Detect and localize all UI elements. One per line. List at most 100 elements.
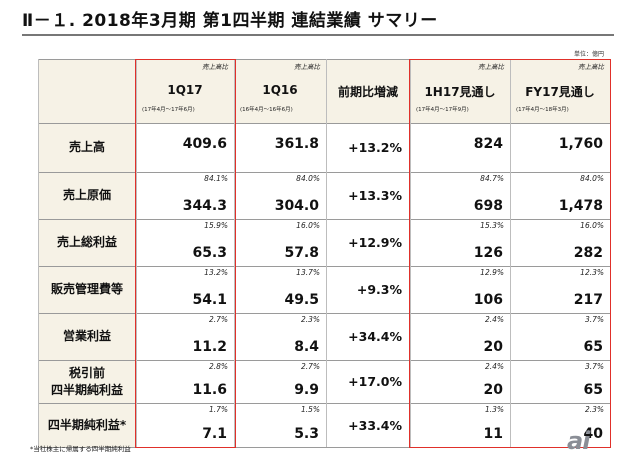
sales-ratio: 1.3%	[484, 405, 504, 414]
amount-value: 9.9	[294, 382, 319, 398]
sales-ratio: 2.7%	[300, 362, 320, 371]
column-header-name: 前期比増減	[337, 85, 398, 99]
grid-line	[136, 59, 137, 447]
yoy-change: +17.0%	[348, 374, 402, 389]
sales-ratio: 84.0%	[296, 174, 320, 183]
sales-ratio: 13.2%	[204, 268, 228, 277]
amount-value: 65	[583, 382, 603, 398]
column-ratio-flag: 売上高比	[478, 63, 504, 71]
sales-ratio: 1.7%	[208, 405, 228, 414]
amount-value: 1,760	[558, 136, 603, 152]
row-label: 四半期純利益*	[38, 403, 136, 447]
table-cell: 2.7% 9.9	[234, 360, 326, 403]
amount-value: 304.0	[274, 198, 319, 214]
column-header-name: FY17見通し	[525, 85, 595, 99]
table-cell: 84.7% 698	[410, 172, 510, 219]
sales-ratio: 2.3%	[584, 405, 604, 414]
table-cell: 84.1% 344.3	[136, 172, 234, 219]
table-cell: 84.0% 304.0	[234, 172, 326, 219]
table-cell: 2.4% 20	[410, 360, 510, 403]
table-cell: 2.3% 8.4	[234, 313, 326, 360]
grid-line	[38, 219, 410, 220]
row-label: 売上総利益	[38, 219, 136, 266]
row-label-line: 営業利益	[62, 329, 111, 343]
table-cell: 1.7% 7.1	[136, 403, 234, 447]
title-rule	[22, 34, 614, 36]
sales-ratio: 15.9%	[204, 221, 228, 230]
table-cell: 409.6	[136, 123, 234, 172]
footnote: *当社株主に帰属する四半期純利益	[30, 445, 131, 453]
row-label-line: 販売管理費等	[50, 282, 123, 296]
row-label: 販売管理費等	[38, 266, 136, 313]
row-label: 売上原価	[38, 172, 136, 219]
header-corner	[38, 59, 136, 123]
column-period: (17年4月～17年9月)	[416, 107, 469, 113]
row-label: 営業利益	[38, 313, 136, 360]
ai-logo: ai	[567, 427, 590, 455]
sales-ratio: 12.3%	[580, 268, 604, 277]
table-cell: +13.3%	[326, 172, 410, 219]
sales-ratio: 2.3%	[300, 315, 320, 324]
table-cell: 3.7% 65	[510, 313, 610, 360]
amount-value: 49.5	[284, 292, 319, 308]
amount-value: 11.2	[192, 339, 227, 355]
column-header-name: 1Q16	[262, 83, 298, 97]
sales-ratio: 84.7%	[480, 174, 504, 183]
table-cell: 2.4% 20	[410, 313, 510, 360]
grid-line	[38, 403, 410, 404]
column-header: 売上高比 1Q17 (17年4月～17年6月)	[136, 59, 234, 123]
table-cell: 15.9% 65.3	[136, 219, 234, 266]
amount-value: 7.1	[202, 426, 227, 442]
amount-value: 282	[573, 245, 603, 261]
row-label-line: 売上高	[68, 140, 105, 154]
row-label-line: 売上原価	[62, 188, 111, 202]
sales-ratio: 2.4%	[484, 315, 504, 324]
sales-ratio: 1.5%	[300, 405, 320, 414]
table-cell: 84.0% 1,478	[510, 172, 610, 219]
amount-value: 57.8	[284, 245, 319, 261]
row-label: 売上高	[38, 123, 136, 172]
column-ratio-flag: 売上高比	[294, 63, 320, 71]
yoy-change: +33.4%	[348, 417, 402, 433]
column-ratio-flag: 売上高比	[202, 63, 228, 71]
row-label-line: 四半期純利益	[50, 382, 123, 397]
amount-value: 65.3	[192, 245, 227, 261]
table-cell: 2.7% 11.2	[136, 313, 234, 360]
column-header: 前期比増減	[326, 59, 410, 123]
sales-ratio: 3.7%	[584, 362, 604, 371]
sales-ratio: 3.7%	[584, 315, 604, 324]
table-cell: 13.2% 54.1	[136, 266, 234, 313]
sales-ratio: 2.7%	[208, 315, 228, 324]
row-label: 税引前 四半期純利益	[38, 360, 136, 403]
sales-ratio: 84.0%	[580, 174, 604, 183]
amount-value: 40	[583, 426, 603, 442]
grid-line	[234, 59, 235, 447]
table-cell: 12.3% 217	[510, 266, 610, 313]
grid-line	[510, 59, 511, 447]
column-ratio-flag: 売上高比	[578, 63, 604, 71]
highlight-forecast	[409, 59, 611, 448]
table-cell: +33.4%	[326, 403, 410, 447]
amount-value: 698	[473, 198, 503, 214]
table-cell: +12.9%	[326, 219, 410, 266]
table-cell: +9.3%	[326, 266, 410, 313]
grid-line	[38, 123, 410, 124]
table-cell: 1.5% 5.3	[234, 403, 326, 447]
grid-line	[38, 266, 410, 267]
amount-value: 65	[583, 339, 603, 355]
column-period: (17年4月～17年6月)	[142, 107, 195, 113]
column-header: 売上高比 1H17見通し (17年4月～17年9月)	[410, 59, 510, 123]
table-cell: 2.8% 11.6	[136, 360, 234, 403]
sales-ratio: 13.7%	[296, 268, 320, 277]
sales-ratio: 16.0%	[296, 221, 320, 230]
grid-line	[38, 313, 410, 314]
table-cell: 361.8	[234, 123, 326, 172]
unit-label: 単位：億円	[573, 51, 604, 58]
sales-ratio: 2.4%	[484, 362, 504, 371]
yoy-change: +12.9%	[348, 235, 402, 250]
table-cell: 2.3% 40	[510, 403, 610, 447]
yoy-change: +34.4%	[348, 329, 402, 344]
table-cell: 15.3% 126	[410, 219, 510, 266]
grid-line	[410, 59, 411, 447]
grid-line	[38, 59, 39, 447]
